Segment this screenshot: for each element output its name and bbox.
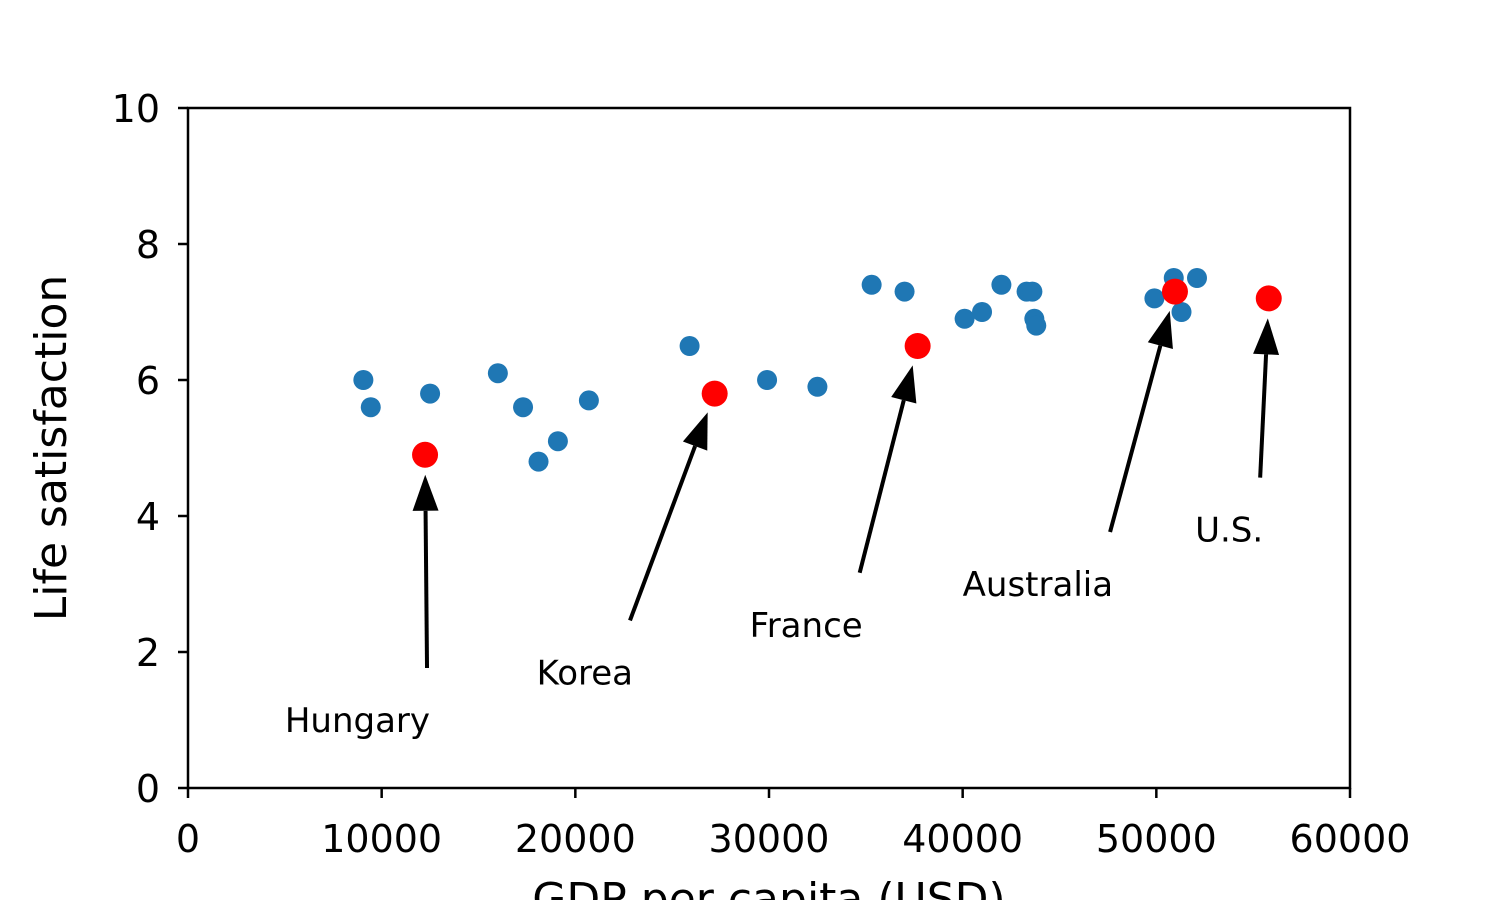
- data-point: [1187, 268, 1208, 288]
- annotation-label: France: [750, 606, 863, 646]
- annotation-arrow-shaft: [1108, 345, 1163, 533]
- data-point: [1026, 315, 1047, 336]
- data-point: [420, 383, 441, 404]
- data-point: [972, 302, 993, 322]
- annotation-label: U.S.: [1195, 511, 1263, 551]
- data-point: [353, 370, 374, 390]
- annotation-arrow-shaft: [857, 399, 906, 574]
- highlighted-data-point: [1255, 285, 1282, 312]
- data-point: [807, 376, 828, 397]
- data-point: [894, 281, 915, 302]
- annotation-arrow-head: [891, 365, 917, 404]
- x-tick-label: 50000: [1096, 817, 1217, 861]
- annotation-arrow-head: [1253, 318, 1280, 355]
- x-axis-title: GDP per capita (USD): [532, 874, 1005, 900]
- data-point: [1022, 281, 1043, 302]
- data-point: [547, 431, 568, 452]
- y-tick-label: 6: [136, 359, 160, 403]
- x-tick-label: 40000: [902, 817, 1023, 861]
- data-point: [513, 397, 534, 418]
- data-point: [1144, 288, 1165, 309]
- y-tick-label: 8: [136, 223, 160, 267]
- x-tick-label: 60000: [1290, 817, 1411, 861]
- data-point: [679, 336, 700, 356]
- x-tick-label: 0: [176, 817, 200, 861]
- y-tick-label: 0: [136, 767, 160, 811]
- highlighted-data-point: [412, 441, 439, 468]
- annotation-arrow-head: [1147, 310, 1173, 350]
- data-point: [1171, 302, 1192, 322]
- data-point: [360, 397, 381, 418]
- data-point: [954, 308, 975, 329]
- plot-area: Hungary Korea France Australia U.S.: [285, 268, 1282, 741]
- y-tick-label: 2: [136, 631, 160, 675]
- x-tick-label: 20000: [515, 817, 636, 861]
- data-point: [528, 451, 549, 472]
- data-point: [991, 274, 1012, 295]
- annotation-arrow-shaft: [423, 510, 430, 669]
- highlighted-data-point: [904, 333, 931, 359]
- data-point: [487, 363, 508, 384]
- data-point: [578, 390, 599, 411]
- y-axis-title: Life satisfaction: [26, 275, 77, 622]
- annotation-arrow-shaft: [1258, 354, 1269, 478]
- annotation-label: Australia: [963, 565, 1113, 605]
- annotation-arrow-head: [682, 412, 708, 451]
- y-tick-label: 4: [136, 495, 160, 539]
- annotation-label: Hungary: [285, 701, 430, 741]
- axes-frame: [186, 106, 1352, 790]
- annotation-arrow-head: [412, 474, 439, 511]
- annotation-label: Korea: [537, 653, 633, 693]
- x-tick-label: 10000: [321, 817, 442, 861]
- data-point: [861, 274, 882, 295]
- annotation-arrow-shaft: [628, 445, 697, 622]
- axis-ticks: 0 10000 20000 30000 40000 50000 60000 0 2 4 6 8 10: [112, 87, 1411, 861]
- data-point: [757, 370, 778, 390]
- x-tick-label: 30000: [709, 817, 830, 861]
- highlighted-data-point: [701, 380, 728, 407]
- highlighted-data-point: [1161, 278, 1188, 305]
- y-tick-label: 10: [112, 87, 160, 131]
